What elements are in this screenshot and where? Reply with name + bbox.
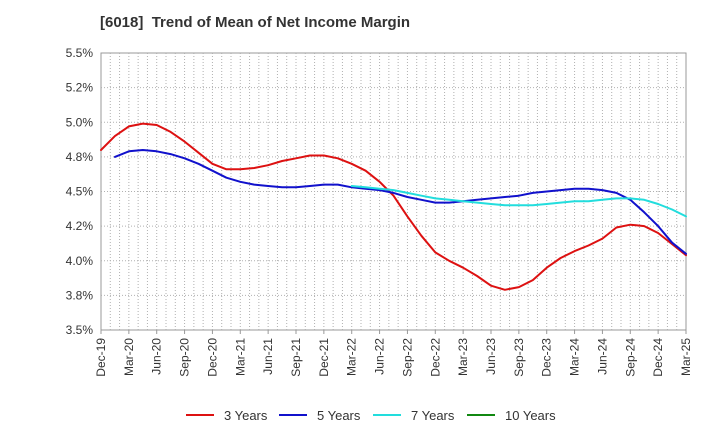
x-tick-label: Mar-23	[456, 338, 470, 376]
x-tick-label: Dec-24	[651, 338, 665, 377]
y-tick-label: 4.0%	[66, 254, 94, 268]
series-line-7-years	[350, 185, 687, 218]
x-tick-label: Sep-22	[400, 338, 414, 377]
grid-layer	[100, 52, 687, 331]
x-tick-label: Mar-25	[679, 338, 693, 376]
series-line-5-years	[113, 149, 687, 255]
y-tick-label: 5.0%	[66, 115, 94, 129]
x-tick-label: Sep-24	[623, 338, 637, 377]
x-tick-label: Sep-20	[178, 338, 192, 377]
y-tick-label: 3.8%	[66, 288, 94, 302]
x-tick-label: Sep-21	[289, 338, 303, 377]
y-tick-label: 5.2%	[66, 81, 94, 95]
axis-layer: 5.5%5.2%5.0%4.8%4.5%4.2%4.0%3.8%3.5%Dec-…	[66, 46, 693, 377]
x-tick-label: Dec-22	[428, 338, 442, 377]
x-tick-label: Mar-20	[122, 338, 136, 376]
x-tick-label: Jun-23	[484, 338, 498, 375]
legend-label: 10 Years	[505, 408, 556, 423]
x-tick-label: Jun-20	[150, 338, 164, 375]
x-tick-label: Dec-23	[540, 338, 554, 377]
y-tick-label: 4.2%	[66, 219, 94, 233]
x-tick-label: Dec-21	[317, 338, 331, 377]
x-tick-label: Jun-21	[261, 338, 275, 375]
x-tick-label: Jun-24	[595, 338, 609, 375]
y-tick-label: 3.5%	[66, 323, 94, 337]
x-tick-label: Dec-20	[205, 338, 219, 377]
legend-label: 3 Years	[224, 408, 268, 423]
y-tick-label: 4.8%	[66, 150, 94, 164]
series-line-3-years	[100, 122, 687, 291]
x-tick-label: Dec-19	[94, 338, 108, 377]
legend-label: 5 Years	[317, 408, 361, 423]
legend-label: 7 Years	[411, 408, 455, 423]
x-tick-label: Mar-24	[568, 338, 582, 376]
series-layer	[100, 122, 687, 291]
y-tick-label: 4.5%	[66, 185, 94, 199]
x-tick-label: Jun-22	[373, 338, 387, 375]
legend: 3 Years 5 Years 7 Years 10 Years	[186, 408, 556, 423]
y-tick-label: 5.5%	[66, 46, 94, 60]
x-tick-label: Mar-22	[345, 338, 359, 376]
chart-title: [6018] Trend of Mean of Net Income Margi…	[100, 14, 411, 31]
x-tick-label: Sep-23	[512, 338, 526, 377]
x-tick-label: Mar-21	[233, 338, 247, 376]
